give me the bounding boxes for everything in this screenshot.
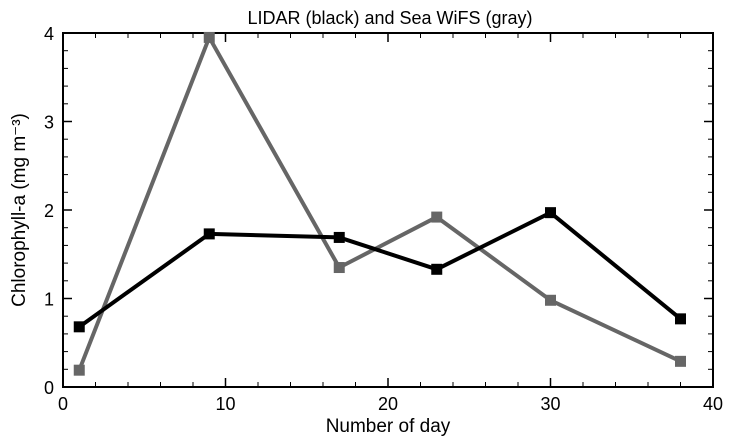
series-0-point [431, 263, 443, 275]
x-tick-label: 10 [215, 394, 235, 414]
series-1-point [675, 355, 686, 367]
y-ticks: 0 1 2 3 4 [44, 24, 713, 398]
series-0-point [675, 313, 686, 325]
y-tick-label: 2 [44, 201, 54, 221]
series-line-0 [78, 210, 682, 329]
x-tick-label: 0 [58, 394, 68, 414]
series-0-point [203, 228, 215, 240]
y-tick-label: 0 [44, 378, 54, 398]
y-tick-label: 1 [44, 290, 54, 310]
x-tick-label: 30 [540, 394, 560, 414]
series-1-point [333, 262, 345, 274]
plot-frame [62, 32, 714, 388]
series-1-point [203, 31, 215, 43]
x-tick-label: 40 [703, 394, 723, 414]
y-tick-label: 3 [44, 113, 54, 133]
y-axis-label: Chlorophyll-a (mg m⁻³) [9, 113, 30, 307]
x-ticks: 0 10 20 30 40 [58, 33, 723, 414]
series-layer [73, 31, 686, 376]
chart-title: LIDAR (black) and Sea WiFS (gray) [247, 8, 532, 28]
x-axis-label: Number of day [326, 416, 451, 437]
series-1-point [545, 294, 556, 306]
series-0-point [545, 207, 556, 219]
series-0-point [73, 321, 85, 333]
y-tick-label: 4 [44, 24, 54, 44]
x-tick-label: 20 [378, 394, 398, 414]
series-1-point [431, 211, 443, 223]
series-1-point [73, 364, 85, 376]
series-line-1 [77, 35, 682, 371]
series-0-point [333, 231, 345, 243]
